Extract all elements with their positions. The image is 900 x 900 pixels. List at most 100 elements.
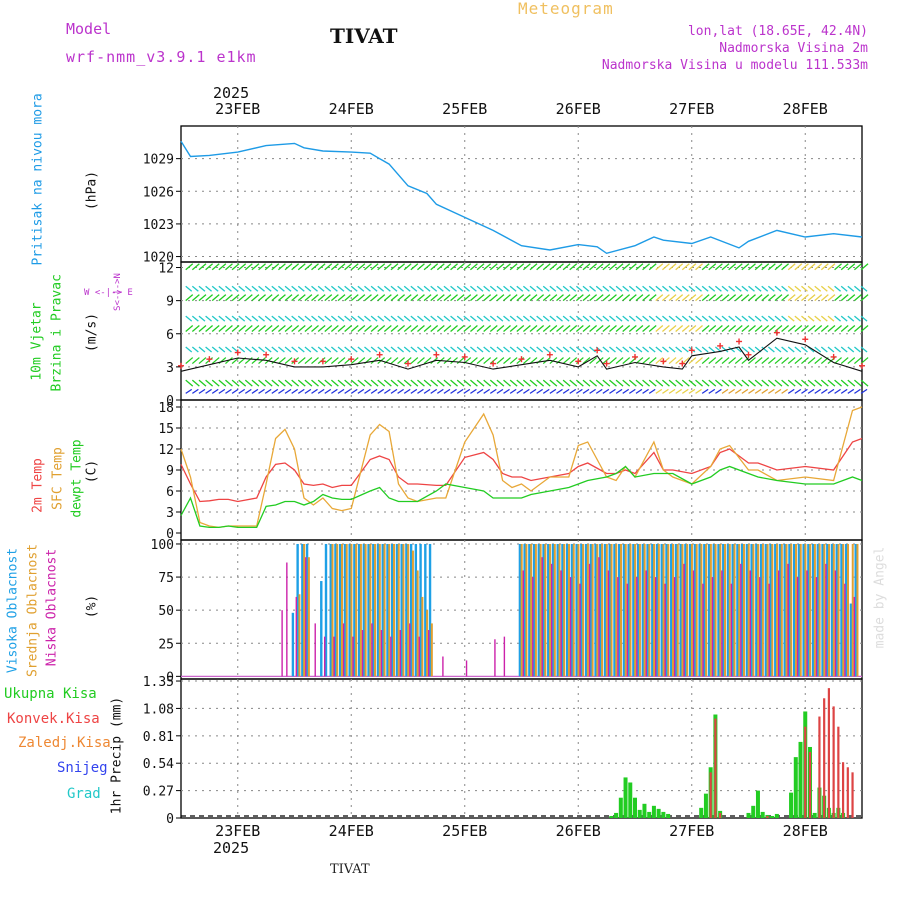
precip-total-bar	[770, 815, 775, 818]
wind-barb	[443, 379, 452, 387]
wind-barb	[271, 285, 279, 292]
wind-barb	[291, 379, 300, 387]
wind-barb	[291, 294, 300, 302]
wind-barb	[827, 263, 836, 271]
wind-barb	[668, 325, 677, 333]
wind-barb	[847, 285, 855, 292]
wind-barb	[648, 346, 656, 353]
wind-barb	[271, 263, 280, 271]
wind-barb	[648, 263, 657, 271]
cloud-low-bar	[314, 623, 316, 677]
wind-barb	[801, 294, 809, 302]
wind-barb	[297, 388, 305, 394]
wind-barb	[205, 388, 212, 394]
wind-barb	[191, 379, 200, 387]
wind-barb	[509, 346, 517, 353]
temp-unit: (C)	[84, 459, 100, 484]
pressure-tick-label: 1023	[143, 218, 174, 233]
cloud-mid-bar	[378, 543, 381, 677]
wind-barb	[238, 346, 246, 353]
wind-barb	[681, 315, 689, 322]
precip-total-bar	[661, 811, 666, 818]
wind-barb	[522, 346, 530, 353]
wind-barb	[410, 315, 418, 322]
cloud-low-bar	[418, 636, 420, 677]
wind-barb	[350, 263, 359, 271]
wind-barb	[443, 263, 452, 271]
temp-dewpt-line	[180, 465, 863, 529]
precip-total-bar	[755, 790, 760, 818]
wind-barb	[542, 263, 551, 271]
wind-barb	[218, 379, 227, 387]
wind-barb	[370, 379, 379, 387]
wind-barb	[741, 285, 749, 292]
wind-barb	[734, 357, 743, 365]
day-label: 24FEB	[328, 100, 374, 118]
panel-frames	[180, 125, 863, 819]
cloud-mid-bar	[426, 610, 429, 677]
cloud-high-bar	[684, 543, 687, 677]
wind-barb	[337, 285, 345, 292]
wind-barb	[390, 263, 399, 271]
wind-barb	[734, 325, 743, 333]
wind-barb	[542, 325, 551, 333]
wind-barb	[754, 263, 763, 271]
wind-barb	[820, 315, 828, 322]
wind-barb	[357, 315, 365, 322]
pressure-tick-label: 1026	[143, 185, 174, 200]
wind-barb	[205, 294, 214, 302]
wind-barb	[655, 263, 664, 271]
wind-barb	[820, 285, 828, 292]
wind-barb	[721, 285, 729, 292]
wind-barb	[748, 285, 755, 292]
cloud-mid-bar	[672, 543, 675, 677]
wind-barb	[244, 379, 253, 387]
wind-barb	[509, 379, 518, 387]
cloud-low-bar	[342, 623, 345, 677]
wind-barb	[463, 315, 471, 322]
wind-barb	[575, 285, 583, 292]
model-name: wrf-nmm_v3.9.1 e1km	[66, 48, 257, 66]
pressure-label: Pritisak na nivou mora	[30, 93, 46, 266]
wind-barb	[291, 315, 299, 322]
wind-barb	[211, 379, 220, 387]
wind-barb	[423, 285, 431, 292]
precip-total-bar	[774, 813, 779, 818]
cloud-mid-bar	[724, 543, 727, 677]
precip-total-bar	[623, 777, 628, 818]
wind-barb	[807, 315, 815, 322]
cloud-high-bar	[750, 543, 753, 677]
wind-barb	[834, 357, 842, 365]
wind-barb	[330, 263, 339, 271]
wind-barb	[377, 325, 386, 333]
wind-barb	[403, 315, 411, 322]
cloud-high-bar	[391, 543, 394, 677]
wind-barb	[383, 388, 391, 394]
wind-barb	[569, 263, 578, 271]
wind-barb	[589, 346, 597, 353]
cloud-high-bar	[845, 543, 848, 677]
wind-barb	[225, 388, 232, 394]
wind-barb	[238, 325, 247, 333]
wind-barb	[781, 325, 790, 333]
wind-barb	[317, 285, 325, 292]
wind-barb	[244, 325, 253, 333]
cloud-low-bar	[560, 570, 562, 677]
wind-barb	[708, 315, 716, 322]
cloud-mid-bar	[851, 543, 854, 677]
wind-barb	[635, 315, 643, 322]
wind-barb	[847, 379, 856, 387]
wind-barb	[556, 388, 563, 394]
precip-total-bar	[647, 811, 652, 818]
wind-barb	[787, 325, 796, 333]
cloud-high-bar	[783, 543, 786, 677]
wind-barb	[609, 263, 617, 271]
wind-barb	[483, 388, 491, 394]
wind-barb	[284, 285, 292, 292]
wind-barb	[761, 325, 770, 333]
wind-barb	[854, 379, 862, 387]
wind-barb	[509, 263, 518, 271]
cloud-high-bar	[764, 543, 768, 677]
cloud-high-bar	[679, 543, 682, 677]
wind-barb	[721, 315, 729, 322]
